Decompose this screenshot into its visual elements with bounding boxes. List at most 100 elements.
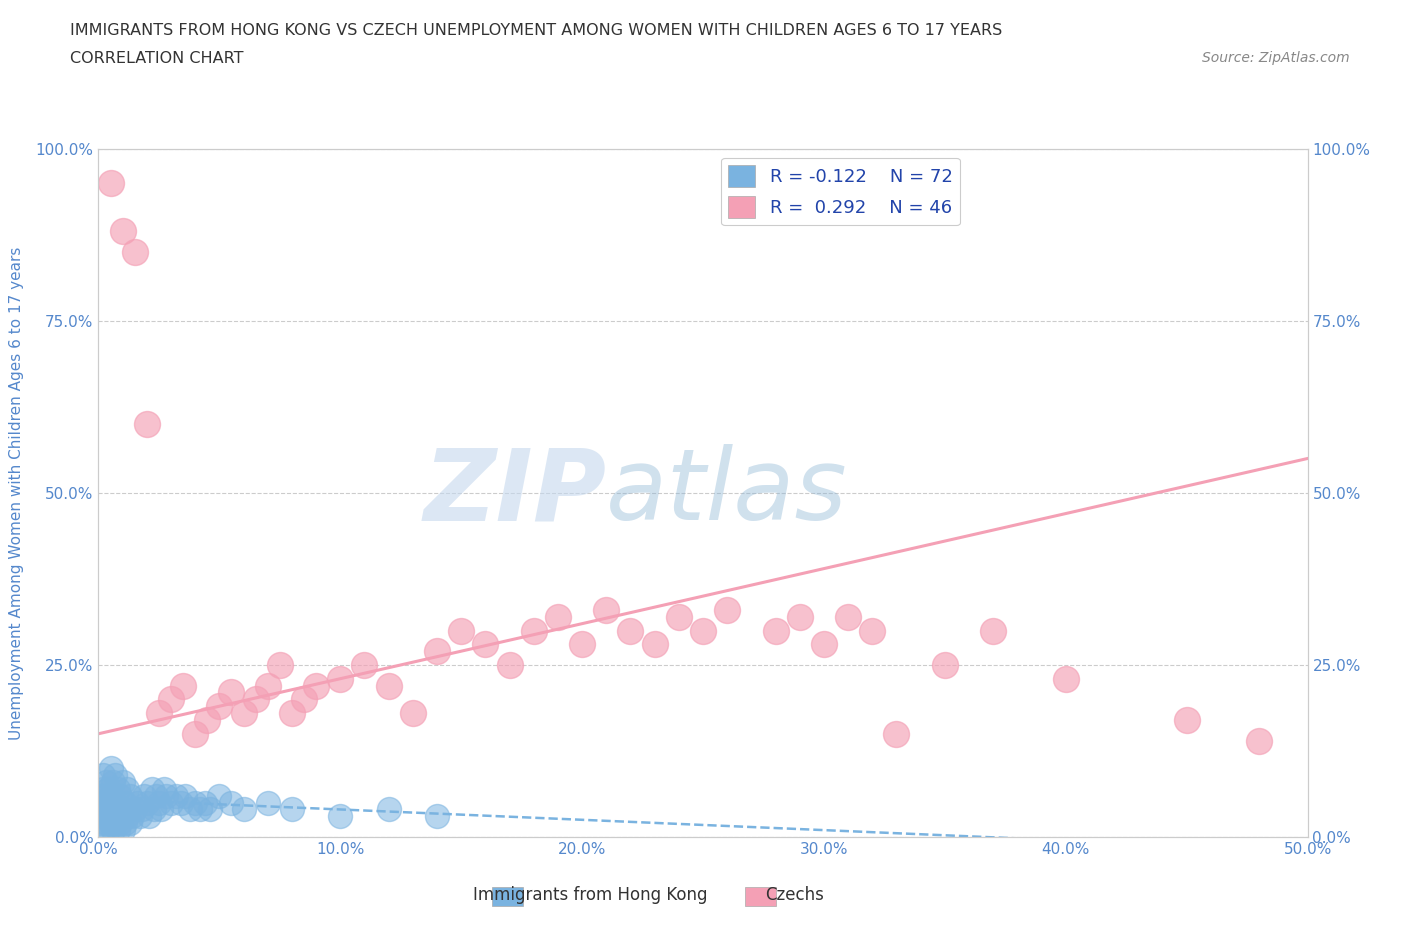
Point: [97, 823, 120, 838]
Point: [131, 802, 153, 817]
Point: [145, 789, 167, 804]
Text: Czechs: Czechs: [765, 885, 824, 904]
Point: [198, 802, 221, 817]
Point: [91, 795, 114, 810]
Legend: R = -0.122    N = 72, R =  0.292    N = 46: R = -0.122 N = 72, R = 0.292 N = 46: [721, 158, 960, 225]
Point: [90, 816, 112, 830]
Point: [232, 706, 254, 721]
Point: [128, 809, 150, 824]
Point: [118, 816, 141, 830]
Point: [117, 809, 139, 824]
Y-axis label: Unemployment Among Women with Children Ages 6 to 17 years: Unemployment Among Women with Children A…: [10, 246, 24, 739]
Point: [329, 671, 352, 686]
Point: [134, 789, 156, 804]
Point: [377, 802, 399, 817]
Point: [94, 816, 117, 830]
Point: [160, 692, 183, 707]
Point: [90, 802, 112, 817]
Point: [97, 781, 120, 796]
Point: [94, 802, 117, 817]
Point: [194, 795, 217, 810]
Point: [619, 623, 641, 638]
Point: [150, 802, 173, 817]
Point: [813, 637, 835, 652]
Point: [114, 795, 136, 810]
Text: IMMIGRANTS FROM HONG KONG VS CZECH UNEMPLOYMENT AMONG WOMEN WITH CHILDREN AGES 6: IMMIGRANTS FROM HONG KONG VS CZECH UNEMP…: [70, 23, 1002, 38]
Point: [174, 789, 197, 804]
Point: [837, 609, 859, 624]
Point: [100, 789, 122, 804]
Point: [101, 809, 124, 824]
Point: [860, 623, 883, 638]
Point: [1054, 671, 1077, 686]
Point: [100, 176, 122, 191]
Point: [292, 692, 315, 707]
Point: [668, 609, 690, 624]
Point: [188, 802, 211, 817]
Point: [104, 816, 127, 830]
Point: [281, 802, 304, 817]
Point: [474, 637, 496, 652]
Point: [644, 637, 666, 652]
Point: [111, 823, 134, 838]
Point: [101, 823, 124, 838]
Point: [121, 809, 143, 824]
Point: [353, 658, 375, 672]
Point: [232, 802, 254, 817]
Point: [111, 224, 134, 239]
Point: [100, 816, 122, 830]
Point: [135, 795, 157, 810]
Point: [91, 823, 114, 838]
Point: [281, 706, 304, 721]
Point: [208, 789, 231, 804]
Point: [179, 802, 201, 817]
Point: [426, 809, 449, 824]
Point: [124, 245, 146, 259]
Point: [141, 781, 163, 796]
Point: [91, 809, 114, 824]
Point: [716, 603, 738, 618]
Point: [256, 678, 278, 693]
Point: [305, 678, 328, 693]
Point: [135, 417, 157, 432]
Point: [124, 802, 146, 817]
Point: [152, 781, 174, 796]
Point: [118, 789, 141, 804]
Point: [108, 816, 131, 830]
Point: [402, 706, 425, 721]
Point: [155, 789, 177, 804]
Point: [523, 623, 546, 638]
Text: CORRELATION CHART: CORRELATION CHART: [70, 51, 243, 66]
Point: [789, 609, 811, 624]
Point: [169, 795, 191, 810]
Point: [111, 775, 134, 790]
Point: [208, 698, 231, 713]
Point: [127, 795, 149, 810]
Point: [221, 685, 243, 700]
Point: [117, 781, 139, 796]
Point: [101, 775, 124, 790]
Point: [138, 809, 160, 824]
Point: [97, 809, 120, 824]
Point: [256, 795, 278, 810]
Text: atlas: atlas: [606, 445, 848, 541]
Point: [450, 623, 472, 638]
Point: [148, 706, 170, 721]
Point: [148, 795, 170, 810]
Point: [108, 789, 131, 804]
Point: [91, 781, 114, 796]
Point: [221, 795, 243, 810]
Point: [981, 623, 1004, 638]
Point: [195, 712, 218, 727]
Point: [571, 637, 593, 652]
Point: [97, 795, 120, 810]
Point: [934, 658, 956, 672]
Text: Source: ZipAtlas.com: Source: ZipAtlas.com: [1202, 51, 1350, 65]
Point: [143, 802, 166, 817]
Point: [107, 823, 129, 838]
Point: [269, 658, 291, 672]
Point: [498, 658, 520, 672]
Point: [104, 767, 127, 782]
Point: [165, 789, 187, 804]
Point: [426, 644, 449, 658]
